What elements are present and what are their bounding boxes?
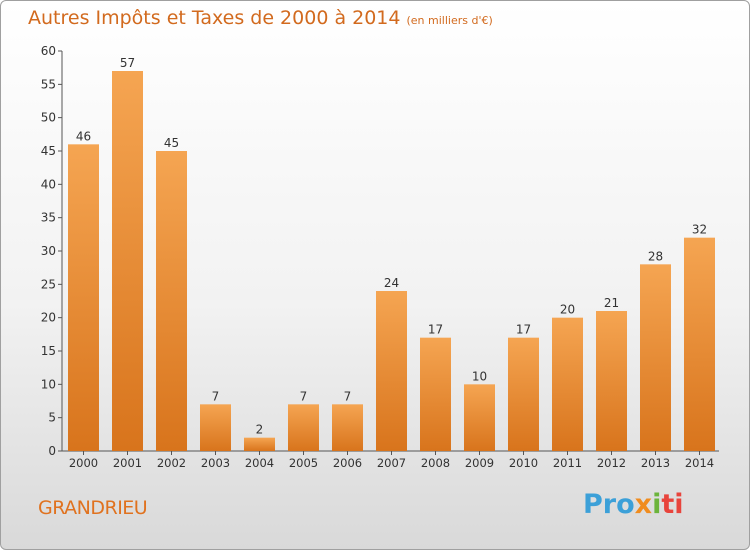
bar xyxy=(596,311,627,451)
x-tick-label: 2000 xyxy=(69,456,98,470)
bar-value-label: 7 xyxy=(300,389,308,403)
bar xyxy=(200,404,231,451)
title-unit: (en milliers d'€) xyxy=(406,14,493,27)
bar-value-label: 17 xyxy=(516,323,531,337)
bar xyxy=(68,144,99,452)
x-tick-label: 2002 xyxy=(157,456,186,470)
bar-value-label: 24 xyxy=(384,276,399,290)
bar-value-label: 20 xyxy=(560,303,575,317)
logo-part-2: x xyxy=(634,489,653,520)
y-tick-label: 10 xyxy=(41,377,56,391)
x-tick-label: 2011 xyxy=(553,456,582,470)
x-tick-label: 2012 xyxy=(597,456,626,470)
bar-value-label: 46 xyxy=(76,129,91,143)
x-tick-label: 2014 xyxy=(685,456,714,470)
bar-value-label: 7 xyxy=(212,389,220,403)
logo-part-4: ti xyxy=(661,489,684,520)
bar xyxy=(156,151,187,451)
chart-title: Autres Impôts et Taxes de 2000 à 2014 (en… xyxy=(28,7,493,29)
x-tick-label: 2006 xyxy=(333,456,362,470)
bar-value-label: 32 xyxy=(692,223,707,237)
bar xyxy=(640,264,671,451)
x-tick-label: 2007 xyxy=(377,456,406,470)
logo-part-3: i xyxy=(652,489,662,520)
y-tick-label: 40 xyxy=(41,177,56,191)
logo-part-1: Pro xyxy=(583,489,635,520)
x-tick-label: 2013 xyxy=(641,456,670,470)
bar xyxy=(376,291,407,451)
bar xyxy=(464,384,495,451)
bar xyxy=(552,317,583,451)
y-tick-label: 45 xyxy=(41,144,56,158)
y-tick-label: 55 xyxy=(41,77,56,91)
bar-value-label: 2 xyxy=(256,423,264,437)
bar xyxy=(112,71,143,451)
y-tick-label: 0 xyxy=(48,444,56,458)
proxiti-logo: Proxiti xyxy=(583,489,684,520)
bars: 46 57 45 7 2 7 7 24 17 10 17 20 21 28 32 xyxy=(68,56,715,452)
bar xyxy=(508,337,539,451)
x-tick-label: 2010 xyxy=(509,456,538,470)
y-tick-label: 20 xyxy=(41,311,56,325)
y-tick-label: 30 xyxy=(41,244,56,258)
bar xyxy=(684,237,715,451)
bar xyxy=(332,404,363,451)
bar-value-label: 21 xyxy=(604,296,619,310)
bar-value-label: 17 xyxy=(428,323,443,337)
bar-value-label: 7 xyxy=(344,389,352,403)
bar xyxy=(288,404,319,451)
y-tick-label: 60 xyxy=(41,44,56,58)
y-tick-label: 50 xyxy=(41,111,56,125)
x-tick-label: 2008 xyxy=(421,456,450,470)
x-tick-label: 2003 xyxy=(201,456,230,470)
bar xyxy=(420,337,451,451)
y-tick-label: 35 xyxy=(41,211,56,225)
y-tick-label: 25 xyxy=(41,277,56,291)
bar-value-label: 57 xyxy=(120,56,135,70)
y-tick-label: 15 xyxy=(41,344,56,358)
bar-value-label: 45 xyxy=(164,136,179,150)
bar-value-label: 28 xyxy=(648,249,663,263)
bar-value-label: 10 xyxy=(472,369,487,383)
x-tick-label: 2009 xyxy=(465,456,494,470)
x-tick-label: 2001 xyxy=(113,456,142,470)
y-tick-label: 5 xyxy=(48,411,56,425)
x-tick-label: 2004 xyxy=(245,456,274,470)
title-text: Autres Impôts et Taxes de 2000 à 2014 xyxy=(28,7,401,29)
x-tick-label: 2005 xyxy=(289,456,318,470)
place-name: GRANDRIEU xyxy=(38,497,148,519)
bar xyxy=(244,437,275,451)
